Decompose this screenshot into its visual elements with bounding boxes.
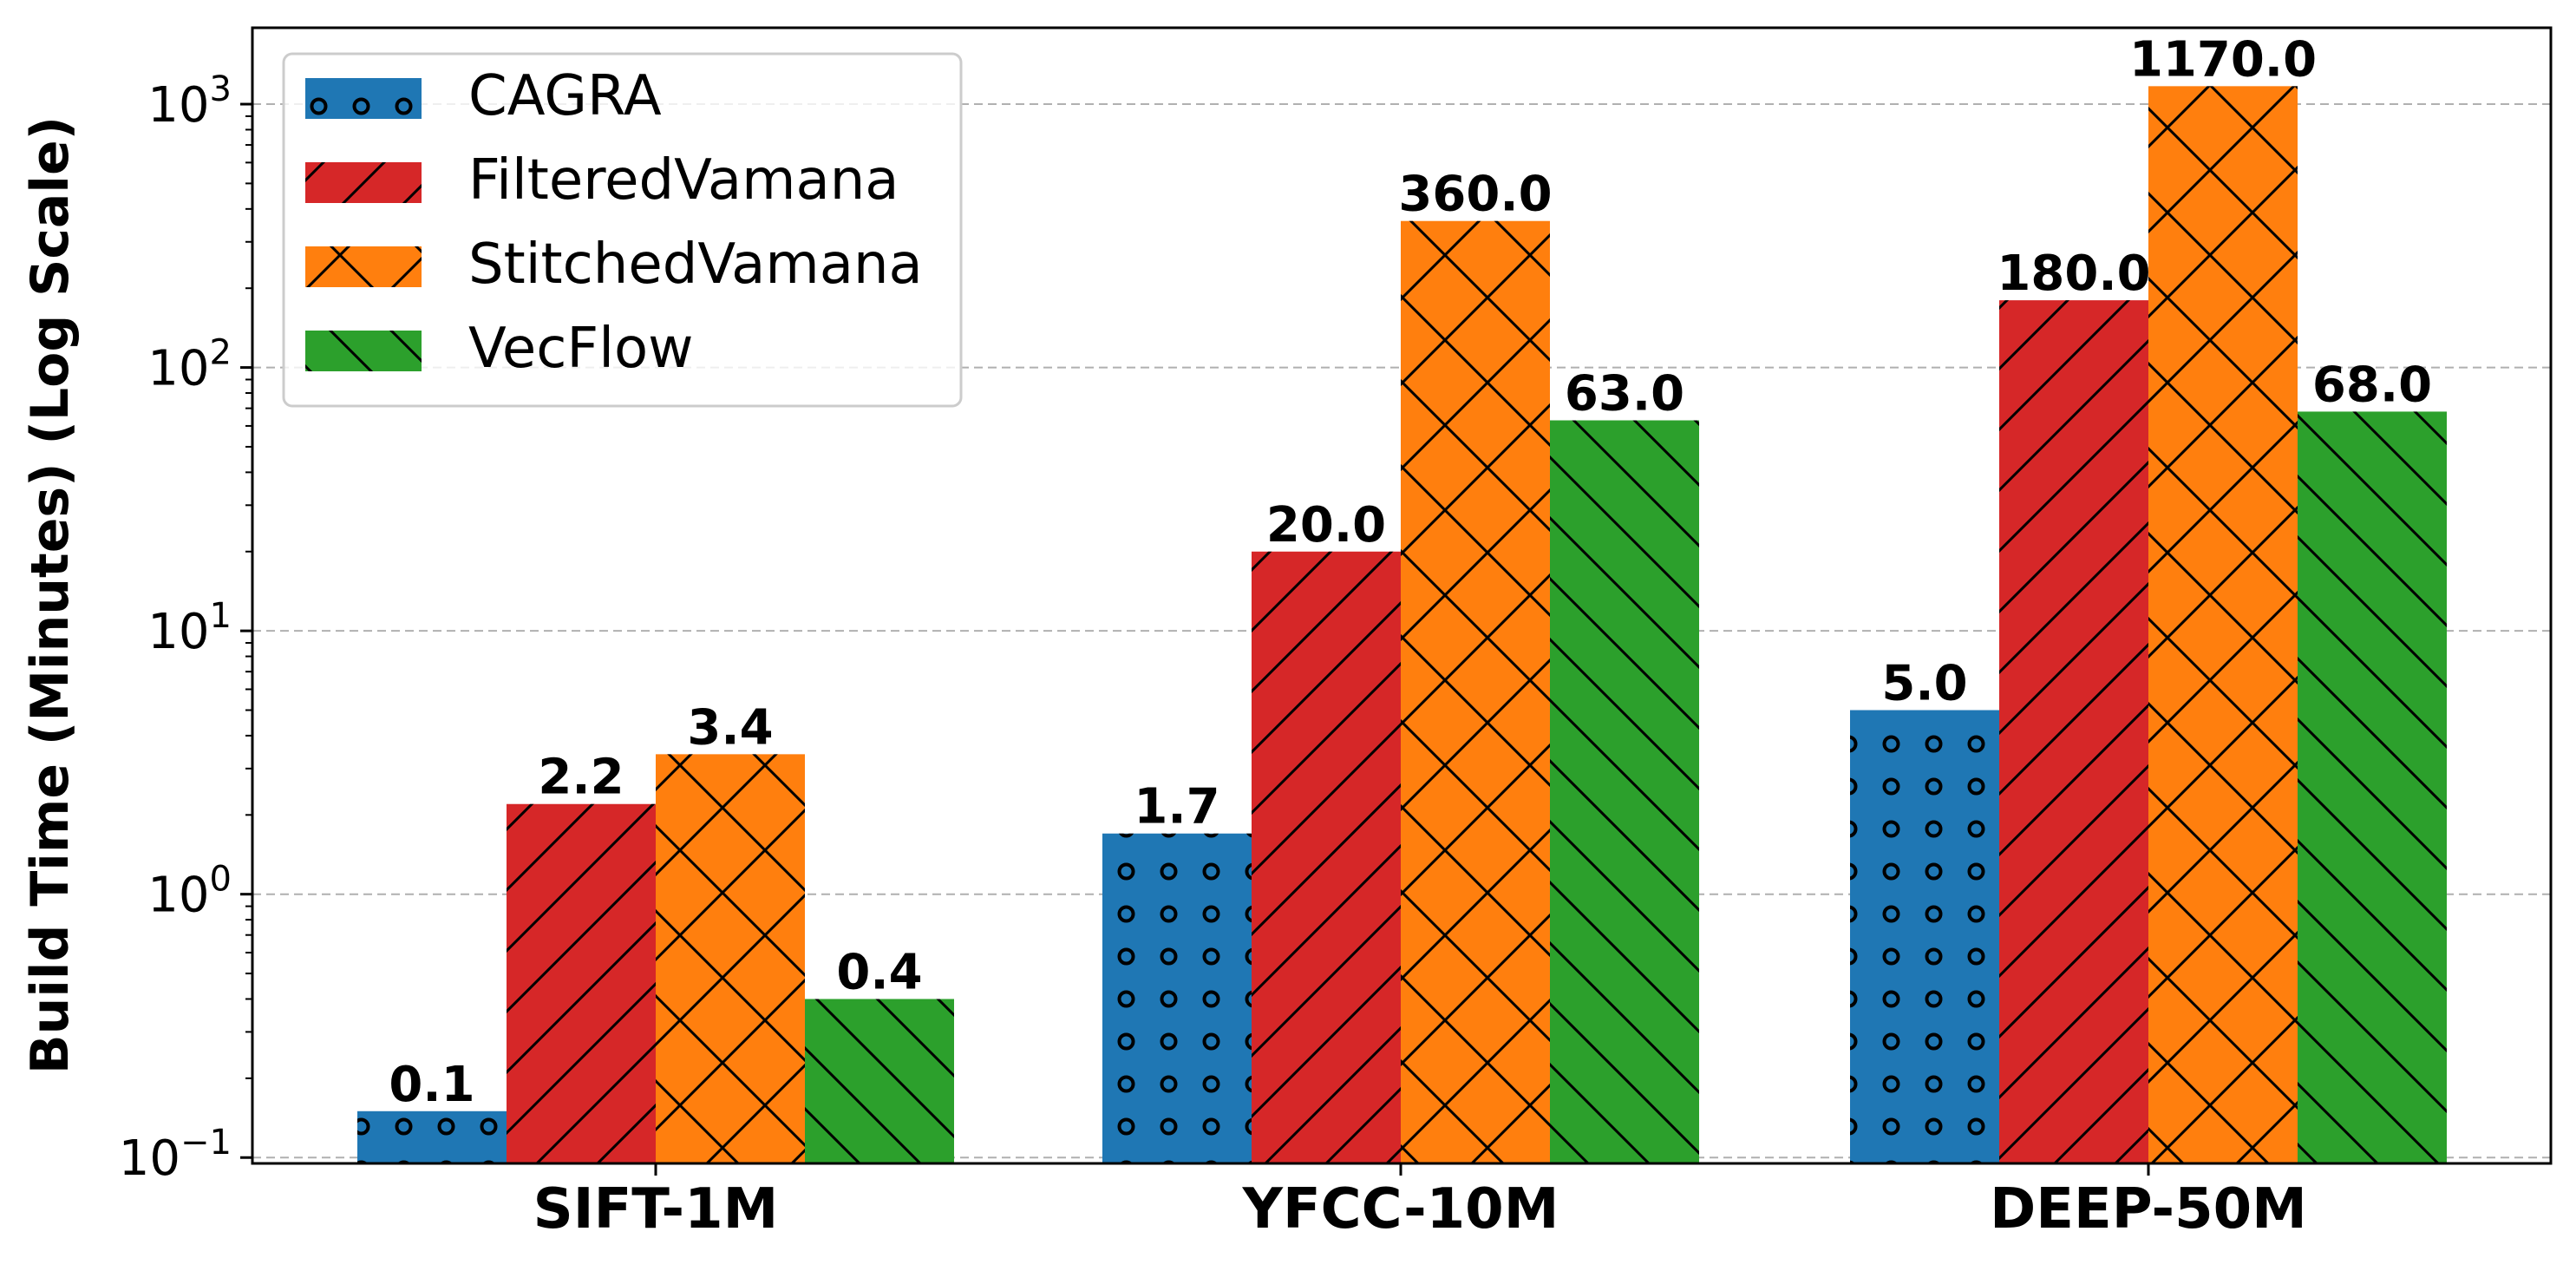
bar-hatch: [2298, 411, 2447, 1163]
data-label: 360.0: [1398, 167, 1552, 223]
bar-hatch: [1252, 551, 1401, 1163]
x-tick-label: DEEP-50M: [1990, 1177, 2307, 1242]
y-tick-label: 103: [147, 69, 232, 134]
bar-hatch: [1401, 220, 1550, 1164]
y-tick-label: 10−1: [119, 1123, 232, 1187]
legend-label: CAGRA: [468, 64, 662, 128]
bar-hatch: [805, 999, 954, 1163]
legend-swatch-hatch: [305, 246, 422, 287]
legend-swatch-hatch: [305, 162, 422, 203]
bar-hatch: [507, 803, 656, 1163]
data-label: 0.1: [389, 1057, 474, 1113]
bar-hatch: [656, 754, 805, 1163]
bar-hatch: [1850, 710, 1999, 1163]
y-tick-label: 100: [147, 860, 232, 924]
y-tick-label: 102: [147, 333, 232, 397]
data-label: 180.0: [1997, 246, 2150, 302]
bar-hatch: [1999, 300, 2148, 1163]
data-labels: 0.1 2.2 3.4 0.4 1.7 20.0 360.0 63.0 5.0 180.0 1170…: [389, 31, 2432, 1112]
bar-hatch: [2148, 86, 2298, 1164]
x-tick-label: YFCC-10M: [1242, 1177, 1559, 1242]
x-tick-label: SIFT-1M: [533, 1177, 779, 1242]
bar-hatch: [357, 1110, 507, 1163]
data-label: 5.0: [1881, 656, 1967, 712]
legend-swatch-hatch: [305, 78, 422, 119]
data-label: 20.0: [1266, 497, 1386, 554]
y-axis-ticks: 10−1 100 101 102 103: [119, 69, 252, 1187]
legend-swatch-hatch: [305, 331, 422, 371]
data-label: 68.0: [2312, 357, 2432, 413]
legend-box: [282, 52, 963, 408]
bar-hatch: [1550, 420, 1699, 1163]
legend-label: StitchedVamana: [468, 233, 923, 297]
data-label: 63.0: [1565, 365, 1684, 422]
legend: CAGRA FilteredVamana StitchedVamana VecFlow: [282, 52, 963, 408]
y-tick-label: 101: [147, 596, 232, 660]
data-label: 1.7: [1134, 779, 1219, 835]
data-label: 2.2: [538, 750, 624, 806]
y-axis-label: Build Time (Minutes) (Log Scale): [20, 116, 81, 1074]
x-axis-ticks: SIFT-1M YFCC-10M DEEP-50M: [533, 1163, 2307, 1242]
legend-label: VecFlow: [468, 317, 693, 381]
bars: [357, 86, 2447, 1164]
data-label: 1170.0: [2129, 31, 2317, 88]
legend-label: FilteredVamana: [468, 148, 899, 213]
data-label: 0.4: [836, 944, 922, 1000]
data-label: 3.4: [687, 699, 773, 756]
bar-hatch: [1102, 833, 1252, 1163]
